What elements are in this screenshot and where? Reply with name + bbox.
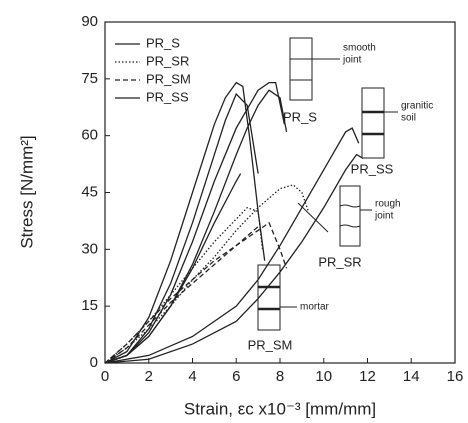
annotation-note: rough	[375, 199, 401, 210]
x-tick-label: 14	[403, 368, 420, 385]
x-axis-label: Strain, εc x10⁻³ [mm/mm]	[184, 399, 376, 418]
legend-label: PR_S	[146, 35, 180, 50]
annotation-note: soil	[401, 113, 416, 124]
legend-label: PR_SM	[146, 71, 191, 86]
curve	[104, 81, 266, 364]
y-tick-label: 15	[81, 297, 98, 314]
curve	[104, 153, 364, 364]
x-tick-label: 12	[359, 368, 376, 385]
y-tick-label: 75	[81, 70, 98, 87]
curve	[104, 127, 360, 364]
x-tick-label: 0	[101, 368, 109, 385]
y-tick-label: 60	[81, 127, 98, 144]
annotation-note: joint	[374, 211, 394, 222]
annotation-note: smooth	[343, 43, 376, 54]
x-tick-label: 2	[145, 368, 153, 385]
curve	[104, 81, 286, 364]
legend-label: PR_SS	[146, 89, 189, 104]
annotation-note: granitic	[401, 101, 433, 112]
y-tick-label: 90	[81, 13, 98, 30]
specimen-icons	[257, 37, 398, 331]
curve	[104, 173, 242, 364]
annotation-note: mortar	[300, 302, 330, 313]
annotation-label: PR_SS	[351, 161, 394, 176]
y-tick-label: 30	[81, 240, 98, 257]
x-tick-label: 10	[315, 368, 332, 385]
x-tick-label: 8	[276, 368, 284, 385]
x-tick-label: 4	[188, 368, 196, 385]
curve	[104, 92, 259, 364]
x-tick-label: 6	[232, 368, 240, 385]
curve	[104, 226, 259, 364]
curve	[104, 221, 288, 364]
y-tick-label: 0	[90, 354, 98, 371]
curve	[104, 184, 310, 364]
legend-label: PR_SR	[146, 53, 189, 68]
annotation-label: PR_SM	[248, 337, 293, 352]
annotation-note: joint	[342, 55, 362, 66]
annotation-label: PR_SR	[318, 254, 361, 269]
annotation-label: PR_S	[283, 109, 317, 124]
y-tick-label: 45	[81, 183, 98, 200]
curve	[104, 89, 288, 364]
x-tick-label: 16	[447, 368, 464, 385]
y-axis-label: Stress [N/mm²]	[17, 135, 36, 248]
